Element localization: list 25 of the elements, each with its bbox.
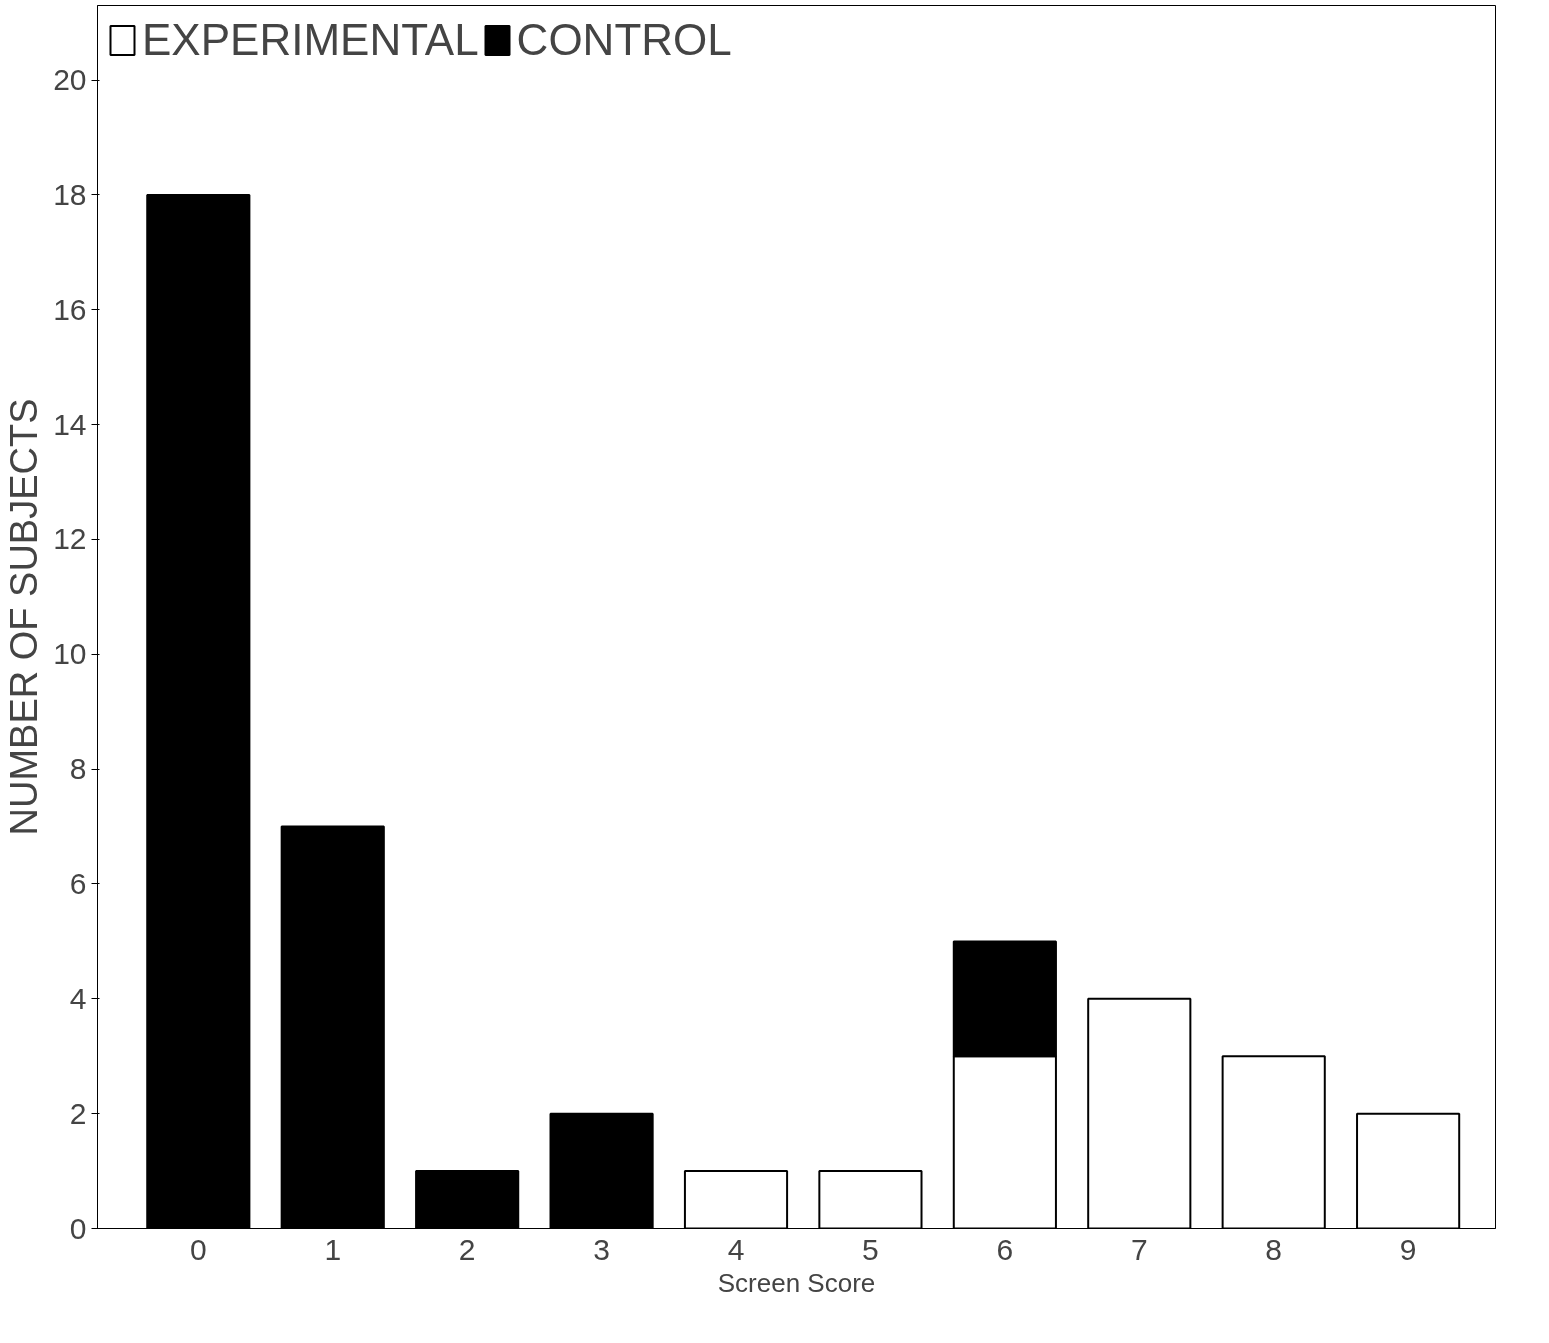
x-tick-label: 4 [727,1232,745,1266]
y-tick-label: 14 [53,407,87,441]
x-tick-label: 7 [1130,1232,1148,1266]
y-tick-label: 20 [53,63,87,97]
x-axis-title: Screen Score [717,1267,876,1298]
x-tick-label: 6 [996,1232,1014,1266]
legend-label: EXPERIMENTAL [142,15,479,65]
y-tick-label: 8 [69,752,87,786]
y-tick-label: 2 [69,1096,87,1130]
y-tick-label: 6 [69,866,87,900]
x-tick-label: 1 [324,1232,342,1266]
y-tick-label: 16 [53,292,87,326]
x-tick-label: 3 [593,1232,610,1266]
x-tick-label: 0 [189,1232,207,1266]
y-tick-label: 10 [53,637,87,671]
y-tick-label: 0 [69,1211,87,1245]
x-tick-label: 2 [458,1232,476,1266]
legend-label: CONTROL [516,15,732,65]
y-tick-label: 4 [69,981,87,1015]
y-tick-label: 12 [53,522,87,556]
y-axis-title: NUMBER OF SUBJECTS [3,398,46,836]
y-tick-label: 18 [53,177,87,211]
x-tick-label: 9 [1399,1232,1417,1266]
x-tick-label: 5 [862,1232,879,1266]
x-tick-label: 8 [1265,1232,1283,1266]
